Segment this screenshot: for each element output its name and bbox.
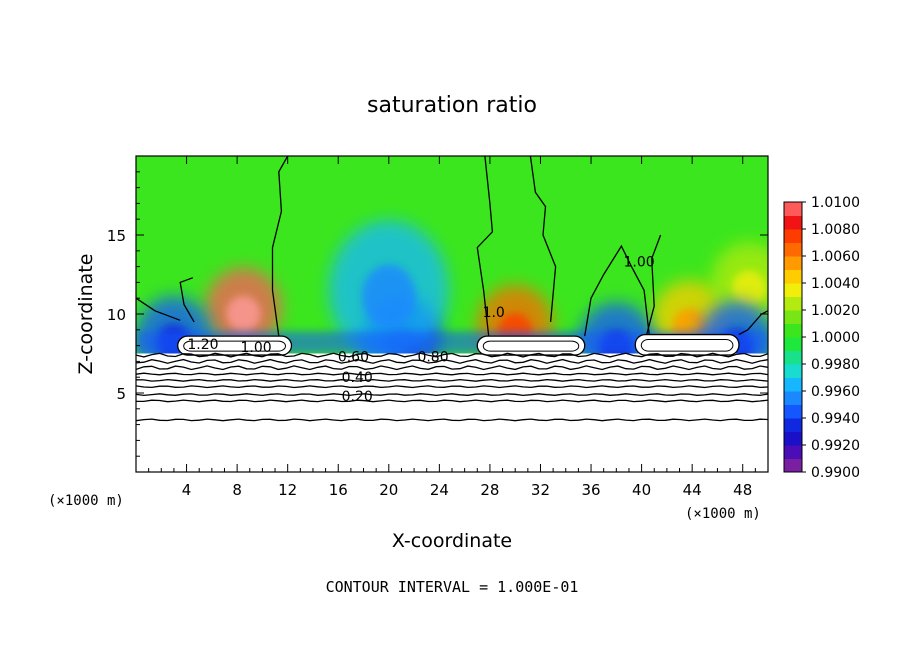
y-tick-label: 5 (116, 385, 126, 403)
contour-label: 0.60 (338, 349, 369, 365)
cloud-contour (482, 340, 580, 352)
contour-line (136, 297, 181, 321)
colorbar-tick-label: 1.0000 (811, 330, 860, 346)
x-tick-label: 12 (278, 481, 297, 499)
colorbar-swatch (784, 229, 802, 243)
colorbar-swatch (784, 431, 802, 446)
contour-line (136, 393, 768, 397)
colorbar-swatch (784, 377, 802, 392)
contour-label: 1.20 (187, 337, 218, 353)
colorbar-tick-label: 0.9940 (811, 411, 860, 427)
x-tick-label: 24 (430, 481, 449, 499)
colorbar-swatch (784, 215, 802, 230)
x-tick-label: 28 (480, 481, 499, 499)
y-tick-label: 15 (107, 227, 126, 245)
anomaly-core (226, 295, 261, 332)
contour-line (584, 244, 650, 337)
chart-title: saturation ratio (367, 93, 537, 118)
anomaly-core (731, 270, 767, 307)
contour-line (136, 365, 768, 371)
colorbar-swatch (784, 391, 802, 405)
x-tick-label: 40 (632, 481, 651, 499)
dry-band (136, 331, 768, 354)
colorbar-tick-label: 0.9920 (811, 438, 860, 454)
colorbar-tick-label: 1.0020 (811, 303, 860, 319)
colorbar-swatch (784, 283, 802, 297)
colorbar-tick-label: 0.9980 (811, 357, 860, 373)
colorbar-swatch (784, 242, 802, 257)
x-tick-label: 32 (531, 481, 550, 499)
colorbar-swatch (784, 269, 802, 284)
colorbar-tick-label: 0.9900 (811, 465, 860, 481)
contour-line (136, 378, 768, 382)
colorbar-swatch (784, 256, 802, 270)
y-axis-label: Z-coordinate (75, 254, 97, 375)
colorbar-tick-label: 1.0060 (811, 249, 860, 265)
colorbar-swatch (784, 323, 802, 338)
saturation-field (136, 156, 768, 472)
contour-line (271, 156, 289, 337)
contour-line (136, 372, 768, 376)
plot-area: 1.20 1.00 0.60 0.80 0.40 0.20 1.00 1.0 (135, 155, 769, 473)
x-unit-right: (×1000 m) (685, 506, 761, 522)
cloud-contour (640, 339, 734, 352)
colorbar-swatch (784, 296, 802, 311)
contour-label: 0.40 (342, 370, 373, 386)
anomaly-core (361, 264, 416, 328)
x-tick-label: 20 (379, 481, 398, 499)
colorbar-swatch (784, 364, 802, 378)
colorbar-tick-label: 0.9960 (811, 384, 860, 400)
x-tick-label: 16 (329, 481, 348, 499)
colorbar-tick-label: 1.0100 (811, 195, 860, 211)
x-axis-label: X-coordinate (392, 530, 512, 552)
x-tick-label: 8 (232, 481, 242, 499)
colorbar-swatch (784, 310, 802, 324)
contour-lines (136, 156, 768, 422)
contour-label: 0.20 (342, 389, 373, 405)
x-tick-label: 36 (581, 481, 600, 499)
contour-line (529, 156, 557, 322)
x-tick-label: 44 (683, 481, 702, 499)
colorbar-swatch (784, 458, 802, 473)
contour-line (476, 156, 494, 337)
contour-interval-note: CONTOUR INTERVAL = 1.000E-01 (326, 578, 579, 596)
x-unit-left: (×1000 m) (48, 493, 124, 509)
colorbar-swatch (784, 445, 802, 459)
colorbar-swatch (784, 337, 802, 351)
cloud-region (476, 335, 586, 356)
cloud-region (634, 333, 740, 356)
y-tick-label: 10 (107, 306, 126, 324)
colorbar-swatch (784, 350, 802, 365)
cloud-contour (183, 340, 286, 352)
y-axis: 5 10 15 (107, 171, 768, 457)
contour-label: 1.00 (623, 255, 654, 271)
colorbar-swatch (784, 202, 802, 216)
x-tick-label: 4 (182, 481, 192, 499)
contour-label: 1.0 (483, 305, 505, 321)
contour-labels: 1.20 1.00 0.60 0.80 0.40 0.20 1.00 1.0 (187, 255, 654, 405)
contour-line (136, 385, 768, 389)
contour-line (136, 352, 768, 358)
contour-line (179, 277, 195, 323)
colorbar-tick-label: 1.0040 (811, 276, 860, 292)
contour-line (136, 358, 768, 364)
x-tick-label: 48 (733, 481, 752, 499)
colorbar-swatch (784, 418, 802, 432)
contour-line (646, 234, 662, 335)
contour-line (136, 399, 768, 403)
colorbar: 1.0100 1.0080 1.0060 1.0040 1.0020 1.0000 0.99… (783, 195, 860, 481)
lower-layer (136, 353, 768, 472)
contour-line (136, 418, 768, 422)
contour-line (738, 310, 768, 336)
colorbar-tick-label: 1.0080 (811, 222, 860, 238)
contour-label: 1.00 (240, 340, 271, 356)
x-axis: 4 8 12 16 20 24 28 32 36 40 44 48 (148, 156, 769, 499)
colorbar-swatch (784, 404, 802, 419)
contour-label: 0.80 (417, 349, 448, 365)
